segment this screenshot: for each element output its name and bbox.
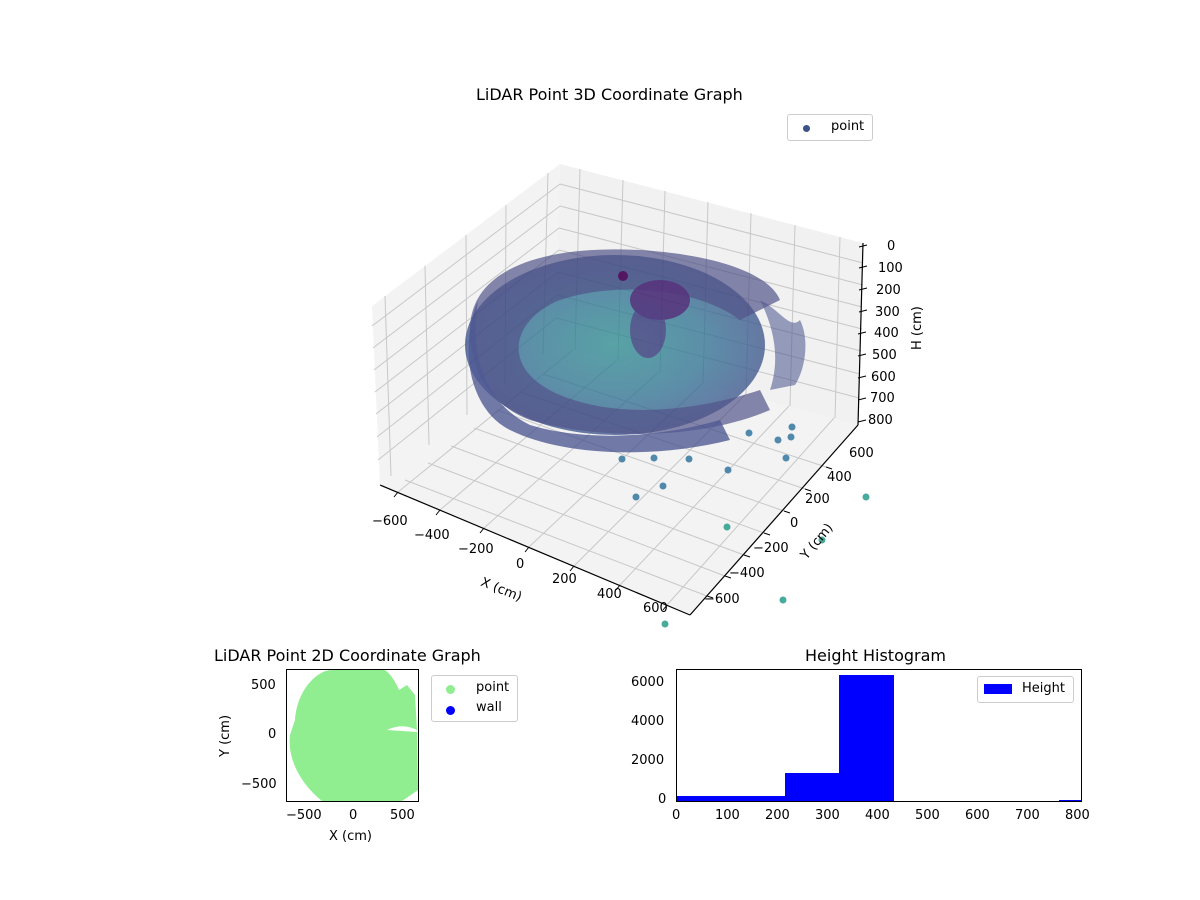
x-tick: −500 — [286, 808, 322, 823]
x-tick: −400 — [414, 528, 450, 543]
x-tick: 0 — [349, 808, 358, 823]
x-tick: −200 — [458, 542, 494, 557]
x-tick: 300 — [815, 808, 840, 823]
x-tick: 400 — [597, 587, 622, 602]
plot2d-area — [286, 669, 419, 802]
z-tick: 500 — [872, 348, 897, 363]
z-tick: 400 — [874, 326, 899, 341]
hist-title: Height Histogram — [805, 646, 946, 665]
y-tick: 600 — [849, 446, 874, 461]
point-cloud — [465, 249, 870, 628]
z-axis-label: H (cm) — [910, 306, 925, 350]
z-tick: 300 — [875, 305, 900, 320]
x-tick: 500 — [390, 808, 415, 823]
hist-bar — [731, 796, 786, 801]
x-tick: 0 — [672, 808, 681, 823]
legend-marker-wall — [446, 706, 455, 715]
legend-label-point: point — [476, 680, 510, 695]
z-tick: 200 — [876, 283, 901, 298]
legend-label: Height — [1022, 681, 1065, 696]
legend-swatch-height — [984, 684, 1012, 694]
hist-bar — [785, 773, 840, 801]
y-tick: −600 — [704, 592, 740, 607]
y-tick: 0 — [268, 727, 277, 742]
hist-bar — [839, 675, 894, 801]
y-tick: 400 — [827, 470, 852, 485]
z-tick: 700 — [870, 391, 895, 406]
plot2d-title: LiDAR Point 2D Coordinate Graph — [214, 646, 481, 665]
y-tick: 0 — [790, 516, 799, 531]
z-tick: 0 — [887, 239, 896, 254]
x-tick: 0 — [516, 557, 525, 572]
hist-bar — [1059, 800, 1081, 801]
hist-area: Height — [676, 669, 1082, 802]
x-axis-label: X (cm) — [329, 829, 372, 844]
x-tick: 400 — [865, 808, 890, 823]
legend-label: point — [831, 119, 865, 134]
hist-legend: Height — [977, 676, 1074, 703]
y-tick: 2000 — [631, 753, 665, 768]
z-tick: 100 — [878, 261, 903, 276]
plot3d-title: LiDAR Point 3D Coordinate Graph — [476, 85, 743, 104]
legend-marker-point — [803, 125, 810, 132]
x-tick: 500 — [915, 808, 940, 823]
x-tick: 600 — [965, 808, 990, 823]
x-tick: 100 — [715, 808, 740, 823]
z-tick: 800 — [868, 413, 893, 428]
x-tick: 600 — [643, 601, 668, 616]
plot2d-legend: point wall — [431, 675, 518, 722]
x-tick: 200 — [765, 808, 790, 823]
y-tick: 6000 — [631, 675, 665, 690]
x-tick: −600 — [372, 514, 408, 529]
y-tick: −500 — [241, 777, 277, 792]
y-tick: 500 — [251, 678, 276, 693]
y-tick: −200 — [753, 541, 789, 556]
y-tick: 200 — [805, 492, 830, 507]
x-tick: 800 — [1065, 808, 1090, 823]
plot3d-legend: point — [787, 114, 873, 141]
z-tick: 600 — [871, 370, 896, 385]
y-axis-label: Y (cm) — [218, 714, 233, 757]
y-tick: −400 — [729, 566, 765, 581]
x-tick: 700 — [1015, 808, 1040, 823]
legend-marker-point — [446, 685, 455, 694]
y-tick: 0 — [658, 792, 667, 807]
legend-label-wall: wall — [476, 700, 502, 715]
y-tick: 4000 — [631, 714, 665, 729]
x-tick: 200 — [552, 572, 577, 587]
